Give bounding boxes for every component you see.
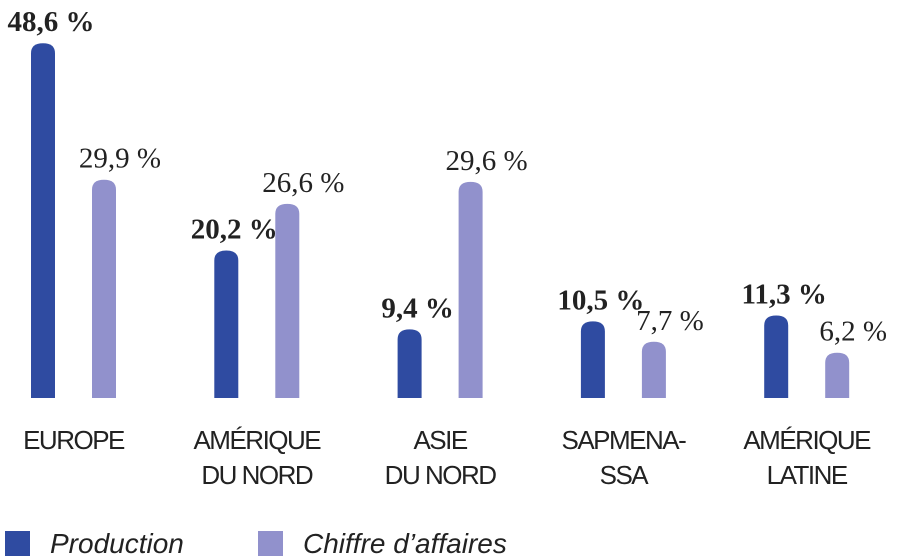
bar	[580, 321, 605, 398]
bar	[397, 329, 422, 398]
data-label: 29,6 %	[446, 145, 528, 177]
legend-swatch	[5, 531, 30, 556]
bar	[641, 341, 666, 398]
data-label: 29,9 %	[79, 143, 161, 175]
data-label: 10,5 %	[557, 284, 644, 316]
legend-swatch	[258, 531, 283, 556]
category-label: EUROPE	[23, 425, 125, 455]
data-label: 26,6 %	[262, 167, 344, 199]
category-label: ASIE DU NORD	[385, 425, 497, 490]
category-label: AMÉRIQUE LATINE	[743, 425, 871, 490]
category-label: SAPMENA- SSA	[561, 425, 686, 490]
legend-label: Chiffre d’affaires	[303, 528, 507, 558]
data-label: 7,7 %	[636, 305, 704, 337]
data-label: 48,6 %	[8, 6, 95, 38]
category-line: EUROPE	[23, 425, 125, 455]
category-line: SAPMENA-	[561, 425, 686, 455]
category-line: LATINE	[767, 460, 848, 490]
category-line: AMÉRIQUE	[193, 425, 321, 455]
data-label: 6,2 %	[819, 316, 887, 348]
category-line: DU NORD	[201, 460, 313, 490]
bar	[458, 181, 483, 398]
bar	[275, 203, 300, 398]
bar	[214, 250, 239, 398]
category-label: AMÉRIQUE DU NORD	[193, 425, 321, 490]
legend-label: Production	[50, 528, 184, 558]
bar	[92, 179, 116, 398]
category-line: ASIE	[413, 425, 467, 455]
category-line: AMÉRIQUE	[743, 425, 871, 455]
bar	[825, 352, 850, 398]
category-line: SSA	[600, 460, 650, 490]
data-label: 20,2 %	[191, 214, 278, 246]
bar	[31, 43, 55, 398]
data-label: 11,3 %	[741, 279, 826, 311]
data-label: 9,4 %	[381, 292, 454, 324]
category-line: DU NORD	[385, 460, 497, 490]
bar	[764, 315, 789, 398]
